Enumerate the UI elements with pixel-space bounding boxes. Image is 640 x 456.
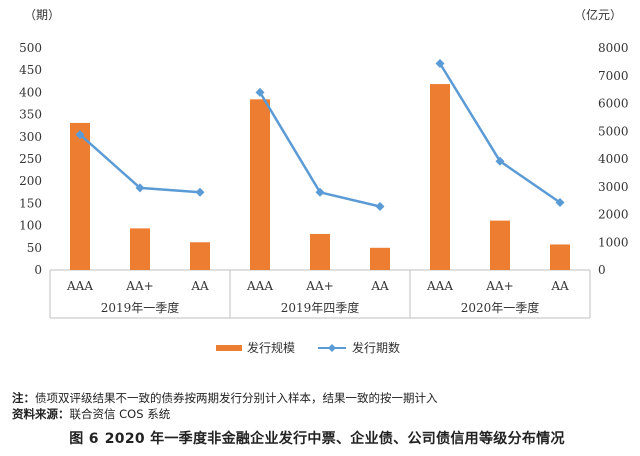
line-point — [255, 87, 265, 97]
line-point — [75, 130, 85, 140]
category-label: AAA — [66, 279, 93, 293]
group-labels: 2019年一季度 2019年四季度 2020年一季度 — [101, 300, 540, 315]
line-series — [75, 59, 565, 212]
line-point — [555, 198, 565, 208]
right-tick-label: 8000 — [598, 41, 629, 55]
category-label: AA — [550, 279, 569, 293]
left-tick-label: 300 — [19, 130, 42, 144]
left-tick-label: 350 — [19, 108, 42, 122]
group-label: 2019年一季度 — [101, 300, 180, 315]
line-point — [195, 187, 205, 197]
line-segment — [438, 62, 561, 204]
right-tick-label: 7000 — [598, 69, 629, 83]
left-tick-label: 100 — [19, 219, 42, 233]
legend: 发行规模 发行期数 — [216, 340, 400, 355]
right-tick-label: 6000 — [598, 97, 629, 111]
bar-series — [70, 84, 570, 271]
bar-AA+ — [130, 228, 150, 270]
right-tick-label: 3000 — [598, 180, 629, 194]
right-axis-ticks: 0 1000 2000 3000 4000 5000 6000 7000 8000 — [598, 41, 629, 277]
left-tick-label: 200 — [19, 174, 42, 188]
left-axis-unit: （期） — [24, 8, 60, 22]
right-tick-label: 1000 — [598, 235, 629, 249]
category-labels: AAA AA+ AA AAA AA+ AA AAA AA+ AA — [66, 279, 569, 293]
category-label: AAA — [246, 279, 273, 293]
bar-AA+ — [310, 233, 330, 270]
line-point — [375, 202, 385, 212]
line-point — [435, 59, 445, 69]
figure-number: 图 6 — [69, 431, 99, 447]
data-source-text: 联合资信 COS 系统 — [69, 407, 171, 421]
line-point — [315, 187, 325, 197]
chart: （期） （亿元） 050100150200250300350400450500 … — [19, 7, 629, 355]
right-tick-label: 2000 — [598, 208, 629, 222]
group-label: 2020年一季度 — [461, 300, 540, 315]
category-label: AA — [190, 279, 209, 293]
left-tick-label: 50 — [27, 241, 42, 255]
left-tick-label: 500 — [19, 41, 42, 55]
left-axis-ticks: 0 50 100 150 200 250 300 350 400 450 500 — [19, 41, 42, 277]
legend-swatch-bar — [216, 345, 242, 351]
left-tick-label: 150 — [19, 196, 42, 210]
category-label: AA+ — [485, 279, 513, 293]
bar-AA — [550, 244, 570, 270]
group-label: 2019年四季度 — [281, 300, 360, 315]
bar-AAA — [70, 122, 90, 270]
footnote: 注：债项双评级结果不一致的债券按两期发行分别计入样本，结果一致的按一期计入 — [12, 390, 438, 406]
legend-label-line: 发行期数 — [352, 340, 400, 355]
bar-AA — [370, 247, 390, 270]
category-label: AA+ — [125, 279, 153, 293]
legend-label-bar: 发行规模 — [247, 340, 295, 355]
data-source-label: 资料来源： — [12, 407, 70, 421]
bar-AAA — [430, 84, 450, 270]
bar-AAA — [250, 99, 270, 271]
bar-AA — [190, 242, 210, 270]
right-tick-label: 5000 — [598, 124, 629, 138]
footnote-text: 债项双评级结果不一致的债券按两期发行分别计入样本，结果一致的按一期计入 — [35, 391, 438, 405]
right-axis-unit: （亿元） — [574, 7, 622, 22]
left-tick-label: 0 — [34, 263, 42, 277]
left-tick-label: 250 — [19, 152, 42, 166]
data-source: 资料来源：联合资信 COS 系统 — [12, 406, 170, 422]
line-point — [135, 183, 145, 193]
right-tick-label: 4000 — [598, 152, 629, 166]
category-label: AAA — [426, 279, 453, 293]
category-label: AA — [370, 279, 389, 293]
footnote-label: 注： — [12, 391, 35, 405]
bar-AA+ — [490, 220, 510, 270]
figure-title: 2020 年一季度非金融企业发行中票、企业债、公司债信用等级分布情况 — [104, 431, 565, 447]
left-tick-label: 400 — [19, 85, 42, 99]
left-tick-label: 450 — [19, 63, 42, 77]
figure-caption: 图 6 2020 年一季度非金融企业发行中票、企业债、公司债信用等级分布情况 — [0, 428, 640, 448]
category-label: AA+ — [305, 279, 333, 293]
legend-marker-line — [328, 344, 336, 352]
line-point — [495, 156, 505, 166]
right-tick-label: 0 — [598, 263, 606, 277]
